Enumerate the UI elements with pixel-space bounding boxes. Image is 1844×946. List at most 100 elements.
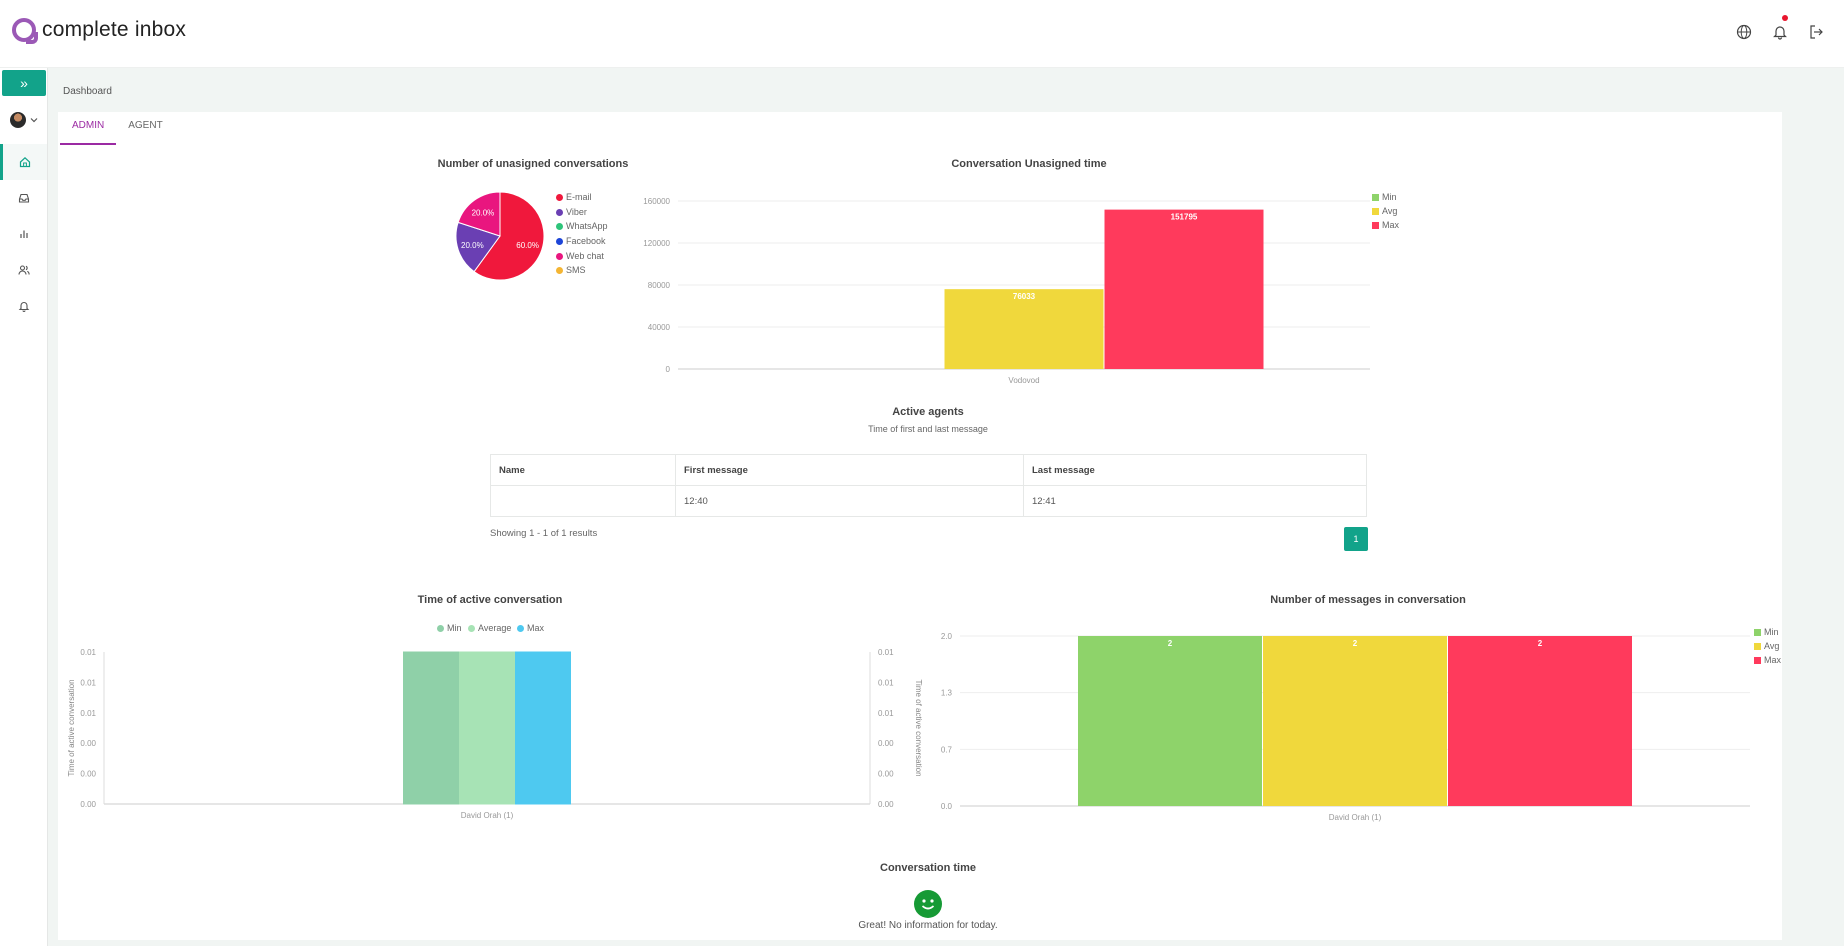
legend-whatsapp[interactable]: WhatsApp <box>556 221 608 231</box>
pie-slice-label: 20.0% <box>472 209 495 218</box>
y-tick-label: 0 <box>666 365 671 374</box>
legend-swatch <box>556 222 563 230</box>
legend-min[interactable]: Min <box>1754 627 1779 637</box>
home-icon <box>19 156 31 168</box>
sidebar-item-reports[interactable] <box>0 216 47 252</box>
no-information-message: Great! No information for today. <box>858 920 998 931</box>
legend-swatch <box>1372 221 1379 229</box>
legend-label: Avg <box>1764 641 1780 651</box>
column-name[interactable]: Name <box>490 454 676 486</box>
legend-label: Max <box>1382 220 1400 230</box>
logo-mark-icon <box>12 18 38 44</box>
legend-swatch <box>517 624 524 632</box>
y-tick-label: 160000 <box>643 197 670 206</box>
legend-swatch <box>1372 193 1379 201</box>
active-agents-title: Active agents <box>892 406 964 418</box>
chevron-down-icon <box>30 118 38 123</box>
legend-email[interactable]: E-mail <box>556 192 592 202</box>
y-tick-label: 0.7 <box>941 745 953 754</box>
pie-slice-label: 20.0% <box>461 241 484 250</box>
y-tick-label-right: 0.00 <box>878 770 894 779</box>
legend-swatch <box>556 252 563 260</box>
legend-label: Web chat <box>566 251 604 261</box>
legend-min[interactable]: Min <box>437 623 462 633</box>
y-axis-label-right: Time of active conversation <box>914 679 923 776</box>
legend-facebook[interactable]: Facebook <box>556 236 606 246</box>
legend-swatch <box>556 266 563 274</box>
legend-avg[interactable]: Avg <box>1372 206 1397 216</box>
y-tick-label: 0.0 <box>941 802 953 811</box>
legend-max[interactable]: Max <box>1754 655 1781 665</box>
y-tick-label: 0.00 <box>80 770 96 779</box>
legend-label: Max <box>527 623 545 633</box>
unassigned-time-chart: 0 40000 80000 120000 160000 76033 151795 Vodovo… <box>643 197 1370 385</box>
bar-value-label: 2 <box>1168 639 1173 648</box>
x-tick-label: Vodovod <box>1008 376 1039 385</box>
y-tick-label-right: 0.01 <box>878 678 894 687</box>
legend-average[interactable]: Average <box>468 623 511 633</box>
role-tabs: ADMIN AGENT <box>60 114 175 145</box>
bar-avg <box>1263 636 1447 806</box>
legend-swatch <box>1754 656 1761 664</box>
legend-sms[interactable]: SMS <box>556 265 586 275</box>
y-tick-label: 40000 <box>648 323 671 332</box>
y-axis-label: Time of active conversation <box>67 679 76 776</box>
active-conversation-chart: 0.00 0.00 0.00 0.00 0.00 0.00 0.01 0.01 0.01 0.01… <box>67 648 923 820</box>
globe-icon[interactable] <box>1736 24 1752 40</box>
y-tick-label: 2.0 <box>941 632 953 641</box>
bell-icon <box>18 302 29 312</box>
table-row[interactable]: 12:40 12:41 <box>490 485 1367 517</box>
page-1-button[interactable]: 1 <box>1344 527 1368 551</box>
sidebar-item-users[interactable] <box>0 252 47 288</box>
legend-swatch <box>437 624 444 632</box>
y-tick-label: 1.3 <box>941 689 953 698</box>
conversation-time-title: Conversation time <box>880 862 976 874</box>
sidebar-item-notifications[interactable] <box>0 288 47 324</box>
app-logo[interactable]: complete inbox <box>12 18 187 44</box>
tab-admin[interactable]: ADMIN <box>60 114 117 145</box>
y-tick-label: 0.01 <box>80 709 96 718</box>
breadcrumb[interactable]: Dashboard <box>63 86 112 97</box>
legend-swatch <box>1754 642 1761 650</box>
y-tick-label-right: 0.01 <box>878 648 894 657</box>
bar-max <box>1448 636 1632 806</box>
legend-min[interactable]: Min <box>1372 192 1397 202</box>
legend-max[interactable]: Max <box>1372 220 1399 230</box>
user-menu[interactable] <box>10 112 38 128</box>
tab-agent[interactable]: AGENT <box>128 120 163 131</box>
column-first-message[interactable]: First message <box>675 454 1024 486</box>
agent-name-cell <box>490 485 676 517</box>
legend-swatch <box>556 193 563 201</box>
pagination-summary: Showing 1 - 1 of 1 results <box>490 528 598 539</box>
messages-title: Number of messages in conversation <box>1270 594 1466 606</box>
y-tick-label-right: 0.00 <box>878 739 894 748</box>
active-agents-table: Name First message Last message 12:40 12… <box>490 454 1367 517</box>
messages-chart: 0.0 0.7 1.3 2.0 2 2 2 David Orah (1) <box>941 632 1750 822</box>
legend-max[interactable]: Max <box>517 623 544 633</box>
legend-swatch <box>556 208 563 216</box>
sidebar-item-inbox[interactable] <box>0 180 47 216</box>
legend-label: Min <box>1764 627 1779 637</box>
legend-viber[interactable]: Viber <box>556 207 587 217</box>
legend-swatch <box>556 237 563 245</box>
unassigned-time-title: Conversation Unasigned time <box>951 158 1107 170</box>
bar-value-label: 151795 <box>1171 213 1198 222</box>
column-last-message[interactable]: Last message <box>1023 454 1367 486</box>
bell-icon[interactable] <box>1772 15 1788 40</box>
logout-icon[interactable] <box>1808 24 1824 40</box>
sidebar-item-home[interactable] <box>0 144 47 180</box>
y-tick-label: 0.00 <box>80 800 96 809</box>
bar-avg <box>944 289 1104 369</box>
app-name: complete inbox <box>42 18 187 41</box>
legend-label: Average <box>478 623 512 633</box>
bar-max <box>1104 209 1264 369</box>
legend-label: Min <box>447 623 462 633</box>
pie-chart-title: Number of unasigned conversations <box>437 158 629 170</box>
legend-swatch <box>1754 628 1761 636</box>
sidebar-expand-button[interactable]: » <box>2 70 46 96</box>
legend-webchat[interactable]: Web chat <box>556 251 604 261</box>
legend-avg[interactable]: Avg <box>1754 641 1779 651</box>
inbox-icon <box>18 193 29 203</box>
bar-max <box>515 651 571 805</box>
bar-min <box>403 651 459 805</box>
